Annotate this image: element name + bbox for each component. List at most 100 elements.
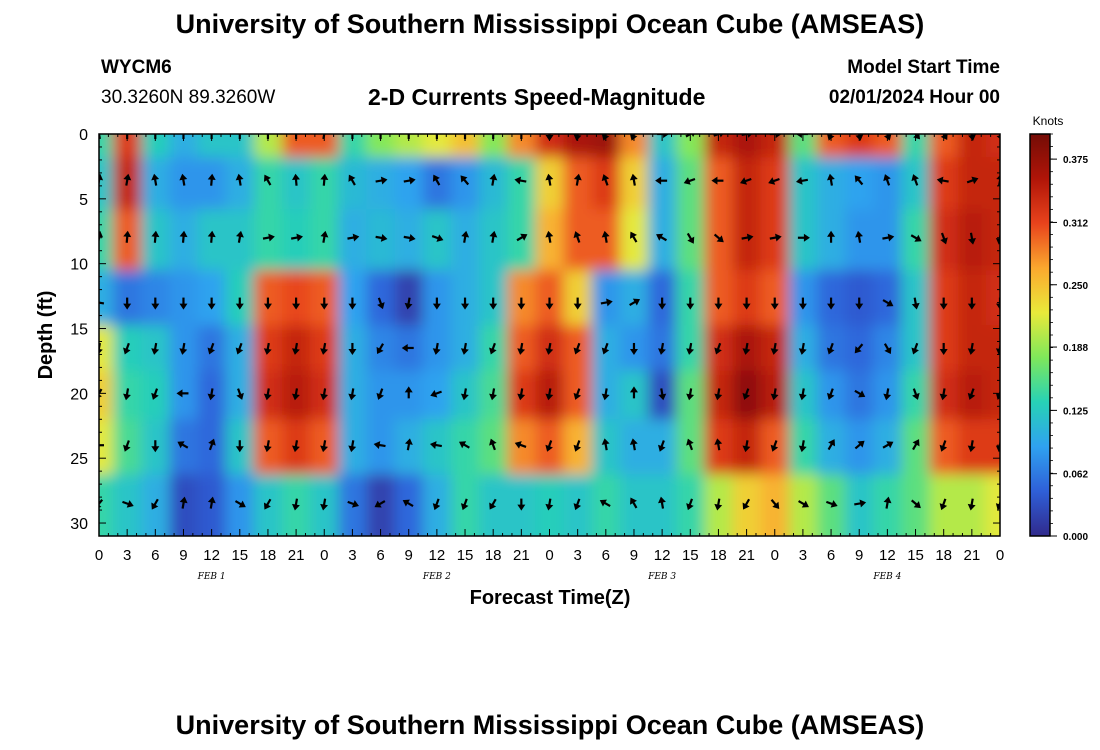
current-arrow — [123, 388, 131, 401]
x-tick-label: 21 — [738, 547, 755, 564]
current-arrow — [403, 176, 416, 185]
current-arrow — [770, 499, 780, 509]
current-arrow — [179, 496, 188, 509]
current-arrow — [402, 499, 414, 508]
current-arrow — [854, 343, 864, 354]
current-arrow — [573, 173, 582, 186]
colorbar-tick-label: 0.375 — [1063, 155, 1088, 166]
y-axis: 0 5 10 15 20 25 30 — [70, 127, 1000, 537]
colorbar-tick-label: 0.312 — [1063, 218, 1088, 229]
heatmap-cell — [985, 325, 1000, 372]
x-tick-label: 15 — [907, 547, 924, 564]
current-arrow — [291, 498, 300, 511]
x-tick-label: 9 — [630, 547, 638, 564]
y-tick-label: 5 — [79, 192, 88, 209]
current-arrow — [320, 342, 329, 355]
heatmap-cell — [985, 209, 1000, 271]
heatmap-cell — [507, 134, 536, 158]
colorbar-tick-label: 0.188 — [1063, 343, 1088, 354]
current-arrow — [489, 173, 498, 186]
current-arrow — [348, 388, 357, 401]
heatmap-cell — [648, 157, 677, 210]
current-arrow — [320, 230, 329, 243]
current-arrow — [262, 233, 275, 242]
current-arrow — [939, 498, 948, 511]
current-arrow — [517, 388, 526, 401]
current-arrow — [432, 174, 441, 186]
heatmap-cell — [957, 157, 987, 210]
x-tick-label: 6 — [151, 547, 159, 564]
current-arrow — [461, 230, 470, 243]
current-arrow — [263, 342, 272, 355]
current-arrow — [967, 498, 976, 511]
heatmap-cell — [788, 134, 818, 158]
current-arrow — [714, 438, 723, 451]
current-arrow — [404, 386, 413, 399]
heatmap-cell — [648, 134, 677, 158]
current-arrow — [713, 233, 724, 243]
current-arrow — [517, 498, 526, 511]
date-label: FEB 1 — [197, 572, 226, 582]
current-arrow — [911, 174, 919, 186]
x-tick-label: 3 — [573, 547, 581, 564]
current-arrow — [683, 177, 696, 185]
current-arrow — [489, 297, 498, 310]
current-arrow — [320, 388, 329, 401]
current-arrow — [263, 440, 272, 453]
x-tick-label: 21 — [513, 547, 530, 564]
heatmap-cell — [648, 209, 677, 271]
current-arrow — [516, 233, 528, 242]
y-tick-label: 20 — [70, 386, 88, 403]
heatmap-cell — [985, 270, 1000, 326]
y-tick-label: 10 — [70, 257, 88, 274]
heatmap-cell — [732, 134, 762, 158]
current-arrow — [601, 174, 610, 186]
current-arrow — [883, 388, 892, 401]
heatmap-cell — [929, 134, 959, 158]
heatmap-cell — [282, 134, 311, 158]
current-arrow — [827, 230, 836, 243]
current-arrow — [347, 500, 359, 508]
current-arrow — [795, 134, 808, 138]
current-arrow — [401, 343, 414, 352]
current-arrow — [711, 176, 724, 185]
heatmap-cell — [99, 209, 114, 271]
heatmap-cell — [113, 474, 142, 536]
current-arrow — [601, 230, 610, 243]
heatmap-cell — [845, 157, 874, 210]
heatmap-cell — [169, 419, 199, 475]
heatmap-cell — [99, 157, 114, 210]
current-arrow — [910, 499, 921, 509]
heatmap-cell — [366, 474, 396, 536]
current-arrow — [939, 388, 948, 401]
heatmap-cell — [985, 134, 1000, 158]
current-arrow — [658, 388, 667, 401]
heatmap-cell — [366, 157, 396, 210]
current-arrow — [714, 297, 723, 310]
current-arrow — [629, 438, 638, 451]
current-arrow — [967, 388, 976, 400]
current-arrow — [235, 297, 244, 310]
heatmap-cell — [563, 134, 593, 158]
heatmap-cell — [507, 209, 536, 271]
x-tick-label: 9 — [855, 547, 863, 564]
current-arrow — [629, 386, 638, 399]
colorbar-tick-label: 0.062 — [1063, 470, 1088, 481]
current-arrow — [742, 498, 751, 510]
x-tick-label: 6 — [827, 547, 835, 564]
station-coords: 30.3260N 89.3260W — [101, 87, 276, 108]
current-arrow — [208, 438, 216, 451]
heatmap-cell — [788, 209, 818, 271]
heatmap-cell — [591, 474, 621, 536]
current-arrow — [630, 497, 638, 509]
heatmap-cell — [450, 134, 480, 158]
heatmap-cell — [422, 134, 452, 158]
current-arrow — [373, 441, 386, 449]
current-arrow — [740, 177, 752, 185]
x-tick-label: 3 — [799, 547, 807, 564]
current-arrow — [658, 496, 666, 509]
heatmap-cell — [732, 209, 762, 271]
current-arrow — [996, 297, 1000, 310]
current-arrow — [123, 173, 132, 186]
heatmap-cell — [479, 134, 508, 158]
